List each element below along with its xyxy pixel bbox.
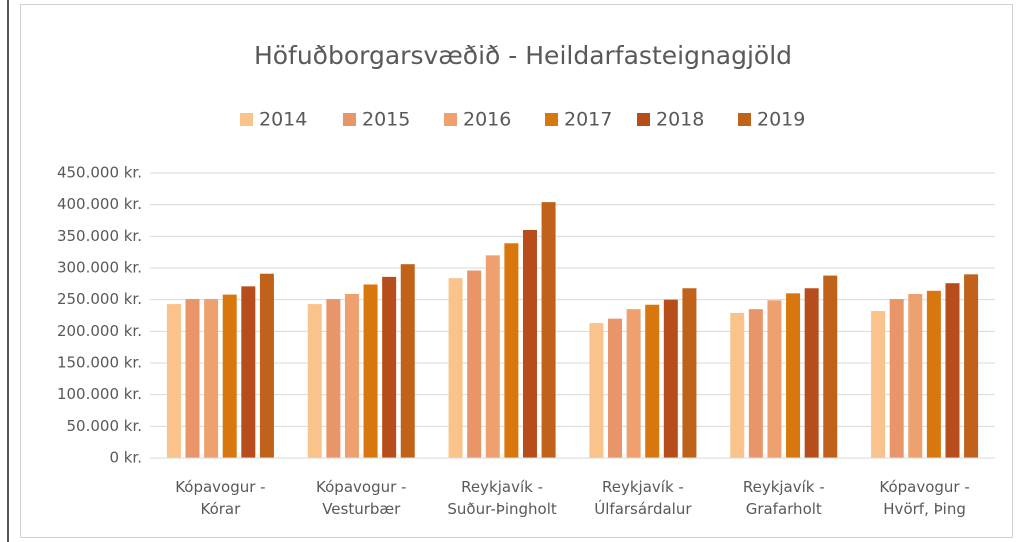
- y-tick-label: 200.000 kr.: [57, 322, 142, 340]
- bar: [645, 304, 660, 458]
- bar: [344, 293, 359, 458]
- bar: [871, 311, 886, 458]
- bar: [926, 290, 941, 458]
- legend-label: 2019: [757, 109, 805, 131]
- legend-label: 2014: [259, 109, 307, 131]
- legend-swatch: [738, 113, 751, 126]
- bar: [767, 300, 782, 458]
- bar: [522, 230, 537, 458]
- bar: [448, 278, 463, 458]
- chart-border: [20, 4, 1013, 538]
- y-tick-label: 450.000 kr.: [57, 164, 142, 182]
- y-tick-label: 100.000 kr.: [57, 385, 142, 403]
- x-tick-label: Reykjavík - Úlfarsárdalur: [594, 478, 692, 518]
- bar: [945, 283, 960, 458]
- bar: [504, 243, 519, 458]
- legend-swatch: [444, 113, 457, 126]
- bar: [608, 318, 623, 458]
- y-tick-label: 150.000 kr.: [57, 354, 142, 372]
- bar: [908, 293, 923, 458]
- bar: [786, 293, 801, 458]
- bar: [682, 288, 697, 458]
- bar: [889, 299, 904, 458]
- bar: [485, 255, 500, 458]
- bar: [626, 309, 641, 458]
- x-tick-label: Reykjavík - Grafarholt: [742, 478, 825, 518]
- legend-label: 2016: [463, 109, 511, 131]
- bar: [204, 299, 219, 458]
- chart-title: Höfuðborgarsvæðið - Heildarfasteignagjöl…: [254, 41, 792, 70]
- legend-swatch: [637, 113, 650, 126]
- bar: [259, 273, 274, 458]
- bar: [541, 202, 556, 458]
- bar: [467, 270, 482, 458]
- legend-swatch: [343, 113, 356, 126]
- x-tick-label: Kópavogur - Vesturbær: [316, 478, 407, 518]
- x-tick-label: Reykjavík - Suður-Þingholt: [447, 478, 557, 518]
- x-tick-label: Kópavogur - Hvörf, Þing: [879, 478, 970, 518]
- bar: [663, 299, 678, 458]
- bar: [185, 299, 200, 458]
- bar: [307, 304, 322, 458]
- bar: [326, 299, 341, 458]
- bar: [363, 284, 378, 458]
- x-tick-label: Kópavogur - Kórar: [175, 478, 266, 518]
- bar: [400, 264, 415, 458]
- legend-label: 2017: [564, 109, 612, 131]
- bar: [382, 276, 397, 458]
- y-tick-label: 50.000 kr.: [67, 417, 143, 435]
- legend-swatch: [240, 113, 253, 126]
- legend-label: 2015: [362, 109, 410, 131]
- bar: [589, 323, 604, 458]
- legend-swatch: [545, 113, 558, 126]
- bar: [804, 288, 819, 458]
- y-tick-label: 300.000 kr.: [57, 259, 142, 277]
- bar: [222, 294, 237, 458]
- y-tick-label: 400.000 kr.: [57, 195, 142, 213]
- legend-label: 2018: [656, 109, 704, 131]
- y-tick-label: 250.000 kr.: [57, 290, 142, 308]
- y-tick-label: 350.000 kr.: [57, 227, 142, 245]
- bar: [166, 304, 181, 458]
- bar: [730, 312, 745, 458]
- bar: [823, 275, 838, 458]
- y-tick-label: 0 kr.: [109, 449, 142, 467]
- bar: [748, 309, 763, 458]
- bar: [241, 286, 256, 458]
- bar: [964, 274, 979, 458]
